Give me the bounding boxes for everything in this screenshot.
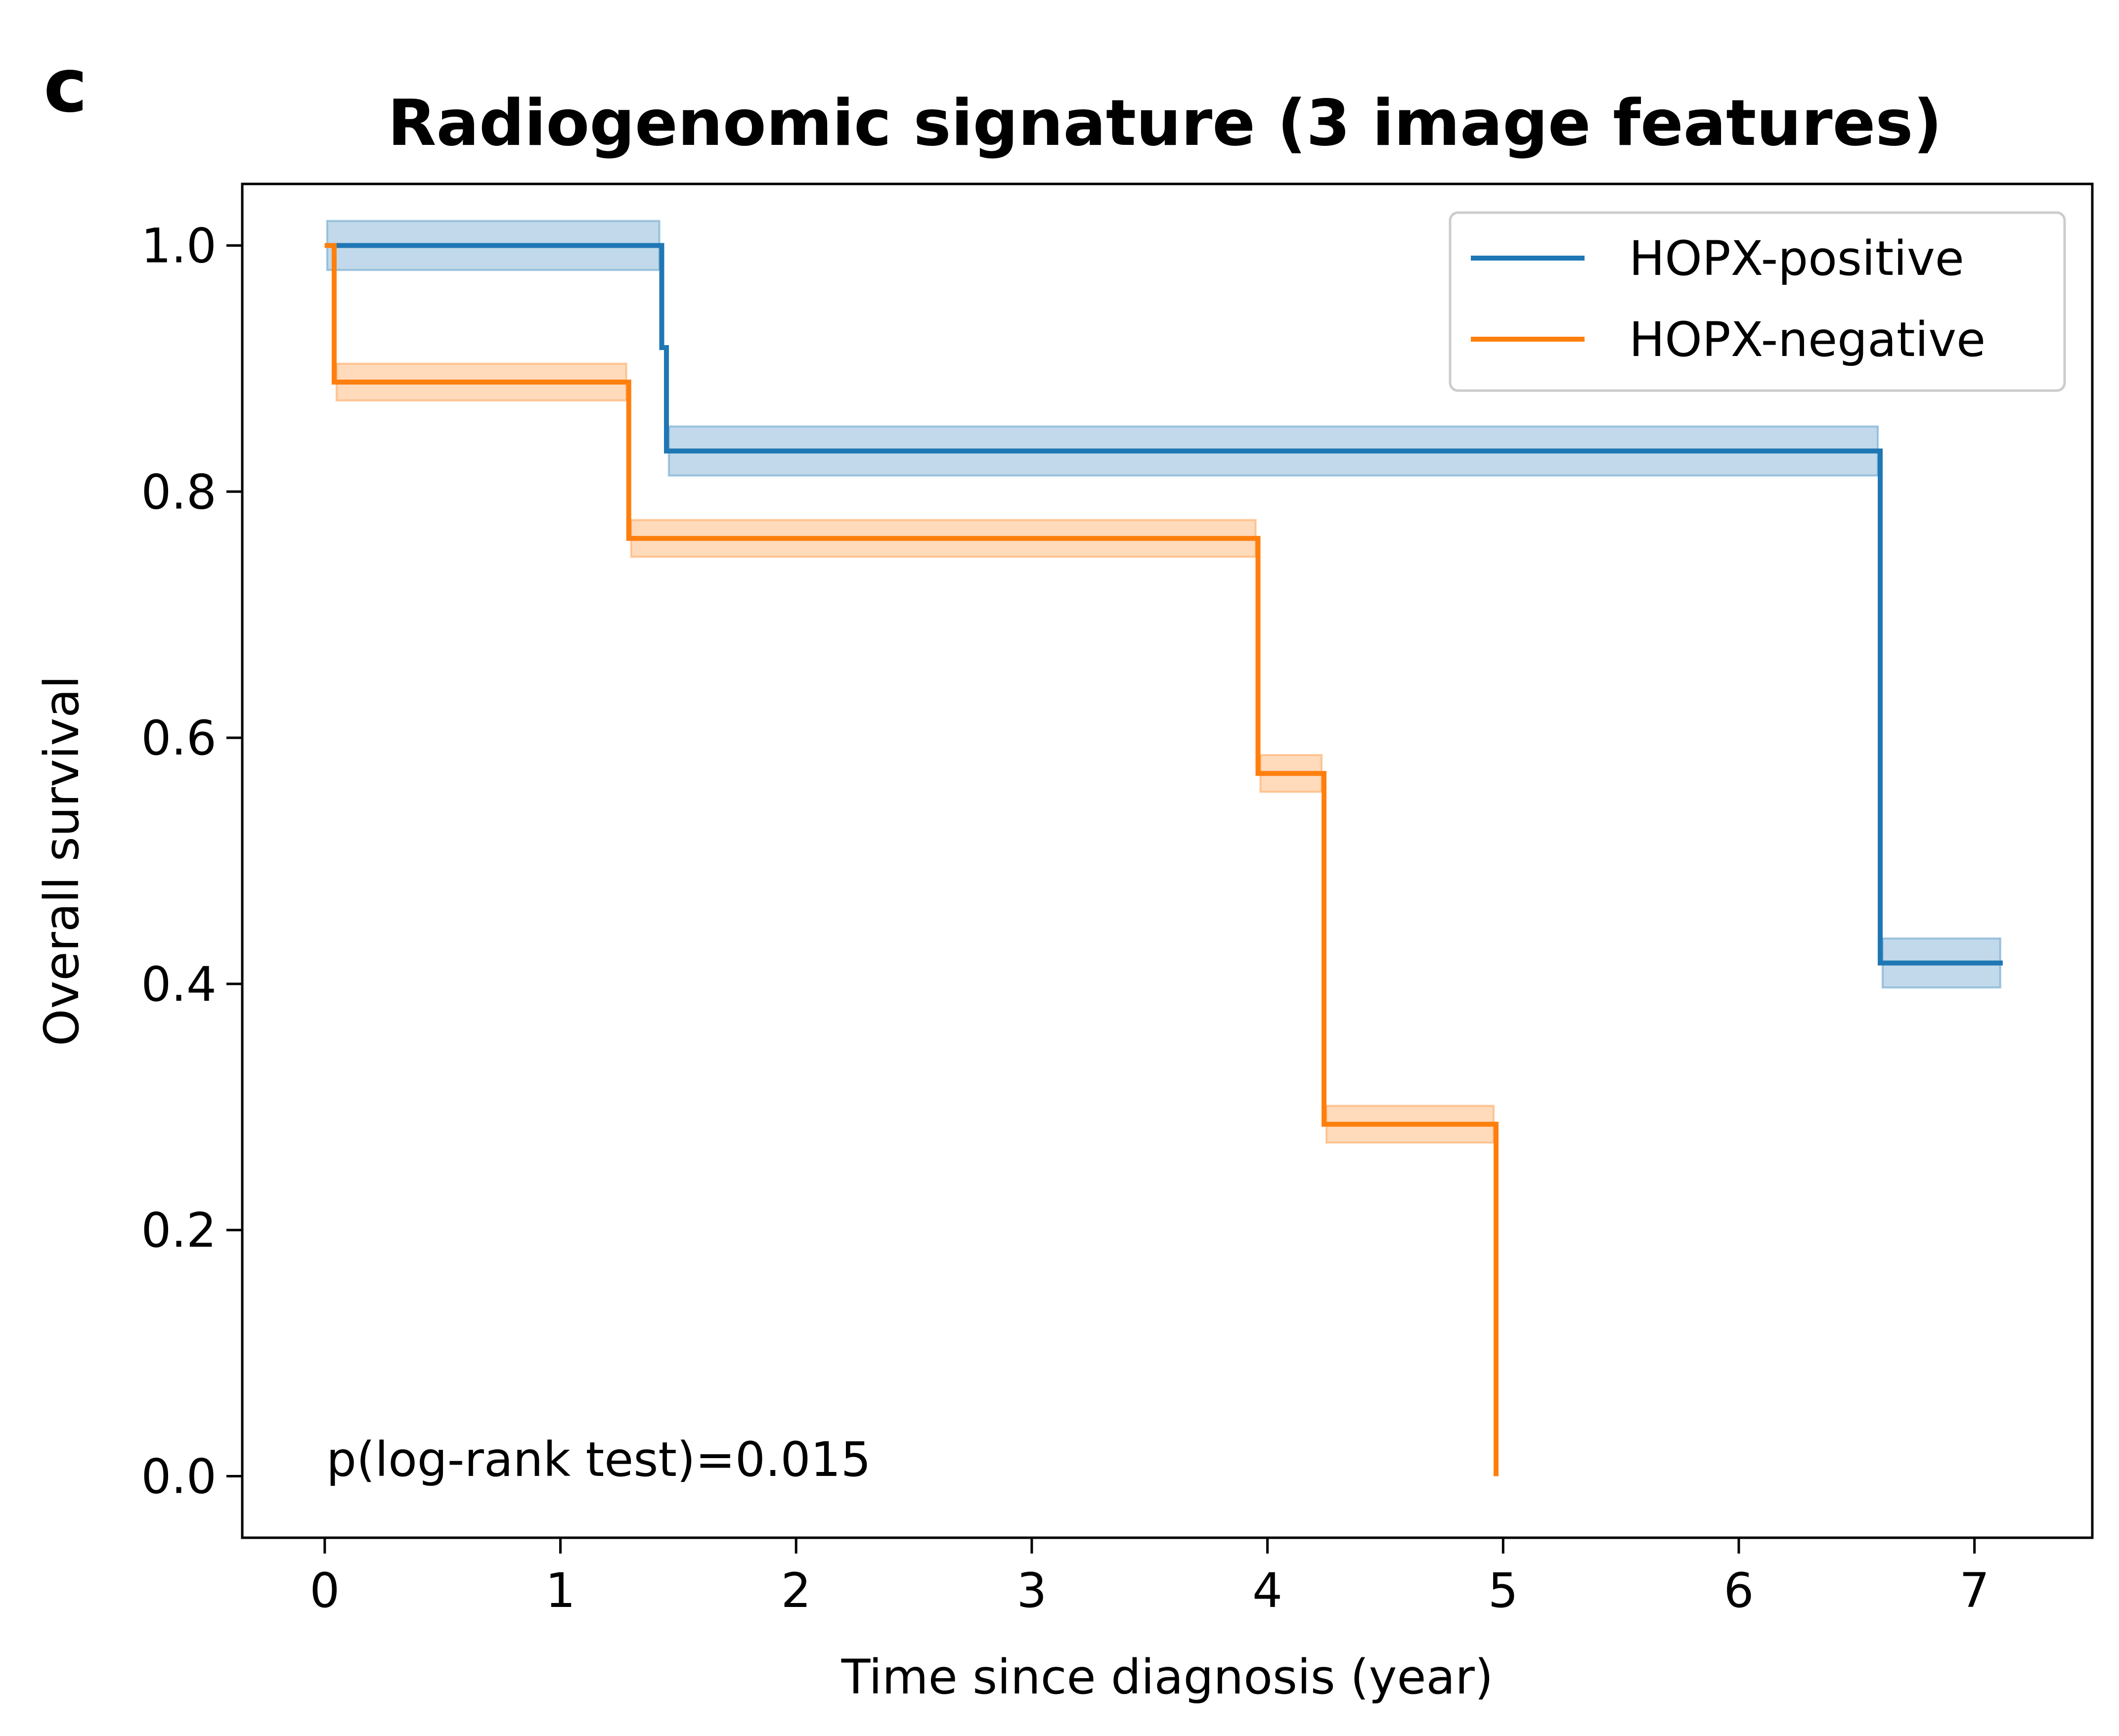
axis-layer: 0 1 2 3 4 5 6 7 0.0 0.2 0.4 0.6 0.8 1.0 <box>141 218 1989 1618</box>
x-axis-label: Time since diagnosis (year) <box>841 1649 1494 1705</box>
y-tick-label-2: 0.4 <box>141 957 217 1012</box>
y-tick-label-5: 1.0 <box>141 218 217 273</box>
series-line-1 <box>324 243 1499 1476</box>
y-axis-label: Overall survival <box>34 675 89 1046</box>
x-tick-label-7: 7 <box>1959 1563 1989 1618</box>
pvalue-annotation: p(log-rank test)=0.015 <box>326 1432 871 1487</box>
x-tick-label-0: 0 <box>309 1563 340 1618</box>
legend-frame <box>1449 211 2066 392</box>
y-tick-label-4: 0.8 <box>141 464 217 520</box>
x-tick-label-1: 1 <box>545 1563 575 1618</box>
y-tick-label-3: 0.6 <box>141 711 217 766</box>
x-tick-label-4: 4 <box>1252 1563 1282 1618</box>
x-tick-label-3: 3 <box>1016 1563 1047 1618</box>
series-line-0 <box>324 243 2003 966</box>
y-tick-label-1: 0.2 <box>141 1203 217 1258</box>
legend-entries: HOPX-positive HOPX-negative <box>1471 231 1986 367</box>
legend: HOPX-positive HOPX-negative <box>1449 211 2066 392</box>
x-tick-label-5: 5 <box>1488 1563 1518 1618</box>
chart-title: Radiogenomic signature (3 image features… <box>388 87 1942 160</box>
plot-frame <box>241 182 2094 1539</box>
x-tick-label-6: 6 <box>1723 1563 1754 1618</box>
x-tick-label-2: 2 <box>781 1563 811 1618</box>
panel-letter: c <box>44 43 88 129</box>
y-tick-label-0: 0.0 <box>141 1449 217 1505</box>
legend-label-1: HOPX-negative <box>1629 312 1986 367</box>
legend-label-0: HOPX-positive <box>1629 231 1964 286</box>
plot-layer <box>324 220 2003 1476</box>
